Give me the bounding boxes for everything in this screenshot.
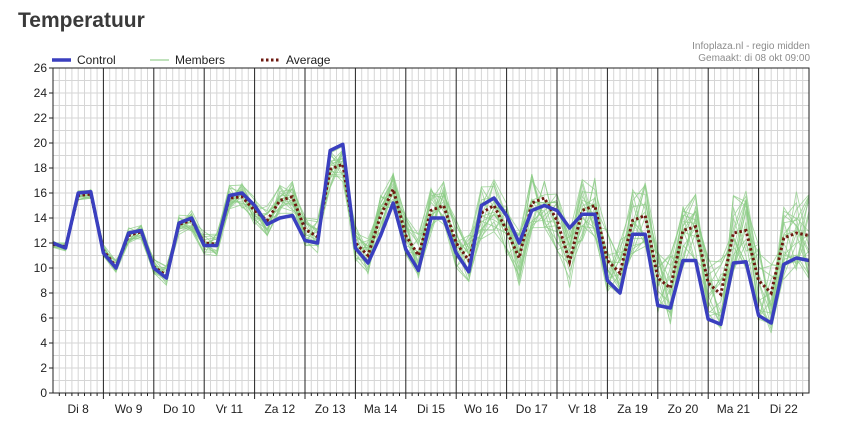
y-tick-label: 8 bbox=[40, 286, 47, 300]
legend-members-label: Members bbox=[175, 53, 225, 67]
y-tick-label: 18 bbox=[34, 161, 48, 175]
x-tick-label: Wo 16 bbox=[464, 402, 499, 416]
x-tick-label: Di 8 bbox=[68, 402, 90, 416]
y-tick-label: 20 bbox=[34, 136, 48, 150]
y-tick-label: 6 bbox=[40, 311, 47, 325]
y-tick-label: 26 bbox=[34, 61, 48, 75]
y-tick-label: 0 bbox=[40, 386, 47, 400]
source-line: Infoplaza.nl - regio midden bbox=[692, 41, 810, 52]
x-tick-label: Za 12 bbox=[264, 402, 295, 416]
x-tick-label: Vr 18 bbox=[568, 402, 597, 416]
source-info: Infoplaza.nl - regio midden Gemaakt: di … bbox=[692, 41, 810, 65]
legend: Control Members Average bbox=[52, 53, 331, 67]
x-tick-label: Di 22 bbox=[770, 402, 798, 416]
series-lines bbox=[52, 142, 810, 327]
x-tick-label: Ma 21 bbox=[717, 402, 751, 416]
y-tick-label: 22 bbox=[34, 111, 48, 125]
member-line bbox=[52, 171, 810, 331]
x-tick-label: Do 10 bbox=[163, 402, 195, 416]
x-tick-label: Za 19 bbox=[617, 402, 648, 416]
y-tick-label: 24 bbox=[34, 86, 48, 100]
major-grid bbox=[102, 68, 810, 393]
y-tick-label: 2 bbox=[40, 361, 47, 375]
legend-average-label: Average bbox=[286, 53, 331, 67]
legend-control-label: Control bbox=[77, 53, 116, 67]
y-tick-label: 16 bbox=[34, 186, 48, 200]
x-tick-label: Di 15 bbox=[417, 402, 445, 416]
control-line bbox=[52, 142, 810, 327]
x-tick-label: Vr 11 bbox=[216, 402, 244, 416]
x-tick-label: Wo 9 bbox=[115, 402, 143, 416]
x-tick-label: Zo 20 bbox=[668, 402, 699, 416]
y-tick-label: 14 bbox=[34, 211, 48, 225]
created-line: Gemaakt: di 08 okt 09:00 bbox=[698, 53, 810, 64]
y-tick-label: 12 bbox=[34, 236, 48, 250]
x-tick-label: Do 17 bbox=[516, 402, 548, 416]
x-tick-label: Ma 14 bbox=[364, 402, 398, 416]
page-title: Temperatuur bbox=[18, 9, 145, 32]
x-tick-label: Zo 13 bbox=[315, 402, 346, 416]
average-line bbox=[52, 162, 810, 298]
y-tick-label: 10 bbox=[34, 261, 48, 275]
y-tick-label: 4 bbox=[40, 336, 47, 350]
